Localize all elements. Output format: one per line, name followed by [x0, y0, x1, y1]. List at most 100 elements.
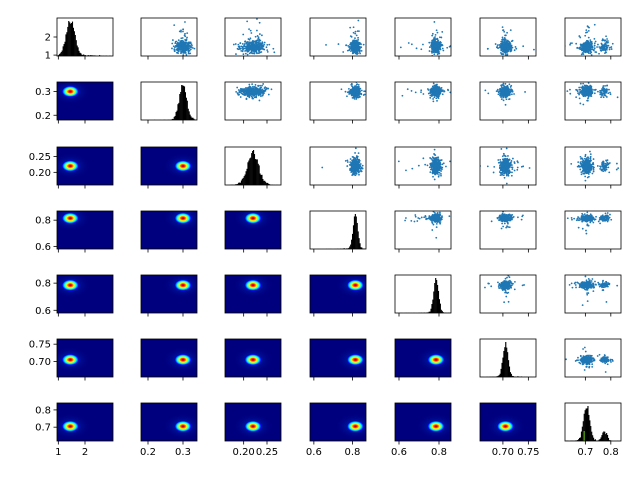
- scatter-point: [253, 91, 256, 94]
- scatter-point: [355, 171, 358, 174]
- scatter-point: [252, 95, 255, 97]
- scatter-point: [175, 44, 178, 47]
- hist-bar: [246, 168, 248, 185]
- scatter-point: [431, 44, 434, 46]
- scatter-point: [184, 21, 186, 23]
- scatter-point: [499, 87, 502, 90]
- hist-bar: [77, 47, 79, 56]
- scatter-point: [406, 88, 409, 91]
- scatter-point: [256, 18, 258, 20]
- scatter-point: [436, 44, 439, 46]
- scatter-point: [599, 91, 602, 94]
- scatter-point: [247, 86, 250, 89]
- scatter-point: [245, 97, 248, 100]
- scatter-point: [267, 93, 270, 96]
- scatter-point: [587, 46, 590, 48]
- scatter-point: [590, 93, 592, 96]
- scatter-point: [260, 44, 263, 47]
- hist-bar: [179, 93, 181, 120]
- scatter-point: [249, 86, 252, 88]
- kde-peak: [174, 160, 192, 172]
- scatter-point: [358, 30, 360, 33]
- scatter-point: [265, 46, 268, 49]
- scatter-point: [501, 26, 504, 29]
- hist-bar: [71, 21, 74, 56]
- scatter-point: [232, 43, 235, 46]
- scatter-point: [501, 38, 504, 41]
- scatter-point: [509, 86, 512, 88]
- hist-bar: [254, 159, 256, 185]
- scatter-point: [263, 89, 265, 92]
- scatter-point: [243, 88, 246, 90]
- scatter-point: [354, 32, 357, 35]
- scatter-point: [576, 89, 578, 91]
- scatter-point: [183, 42, 186, 45]
- scatter-point: [604, 49, 607, 52]
- hist-bar: [192, 117, 194, 120]
- scatter-point: [607, 40, 609, 42]
- scatter-point: [261, 47, 264, 50]
- scatter-point: [251, 83, 254, 86]
- scatter-point: [262, 45, 265, 47]
- scatter-point: [344, 90, 347, 93]
- hist-bar: [267, 182, 269, 185]
- scatter-point: [428, 50, 431, 52]
- scatter-point: [502, 94, 504, 96]
- scatter-point: [436, 87, 439, 90]
- scatter-point: [610, 46, 613, 48]
- scatter-point: [373, 171, 375, 173]
- scatter-point: [515, 47, 518, 50]
- scatter-point: [439, 91, 442, 93]
- scatter-point: [501, 89, 503, 92]
- scatter-point: [503, 80, 505, 82]
- hist-bar: [69, 22, 71, 56]
- scatter-point: [348, 46, 351, 49]
- scatter-point: [240, 50, 243, 52]
- scatter-point: [554, 89, 556, 91]
- axes-frame: [224, 17, 282, 57]
- scatter-point: [497, 91, 500, 94]
- scatter-point: [438, 52, 441, 55]
- scatter-point: [357, 43, 359, 46]
- scatter-point: [506, 40, 509, 43]
- scatter-point: [258, 44, 261, 47]
- scatter-point: [431, 32, 434, 35]
- panel-r1-c7: [556, 17, 622, 60]
- scatter-point: [500, 42, 502, 45]
- scatter-point: [349, 161, 352, 164]
- scatter-point: [507, 91, 509, 94]
- scatter-point: [604, 39, 607, 42]
- scatter-point: [261, 41, 264, 44]
- scatter-point: [580, 86, 582, 89]
- scatter-point: [590, 48, 592, 51]
- axes-frame: [309, 146, 367, 186]
- scatter-point: [597, 43, 599, 46]
- scatter-point: [556, 48, 558, 50]
- scatter-point: [602, 96, 605, 99]
- scatter-point: [505, 98, 508, 101]
- scatter-point: [254, 49, 256, 52]
- hist-bar: [183, 85, 185, 120]
- scatter-point: [510, 45, 513, 48]
- scatter-point: [510, 88, 512, 91]
- scatter-point: [357, 36, 359, 39]
- hist-bar: [66, 32, 68, 56]
- scatter-point: [242, 91, 245, 94]
- scatter-point: [578, 93, 580, 96]
- scatter-point: [476, 167, 478, 169]
- scatter-point: [354, 159, 357, 161]
- scatter-point: [354, 89, 357, 92]
- scatter-point: [436, 53, 439, 56]
- hist-bar: [176, 110, 178, 120]
- scatter-point: [504, 53, 507, 56]
- scatter-point: [177, 39, 180, 42]
- scatter-point: [579, 36, 582, 39]
- scatter-point: [487, 47, 489, 50]
- hist-bar: [244, 174, 246, 185]
- scatter-point: [585, 86, 588, 88]
- scatter-point: [579, 82, 582, 85]
- scatter-point: [591, 46, 593, 49]
- scatter-point: [437, 76, 439, 78]
- scatter-point: [578, 35, 581, 37]
- hist-bar: [58, 54, 60, 56]
